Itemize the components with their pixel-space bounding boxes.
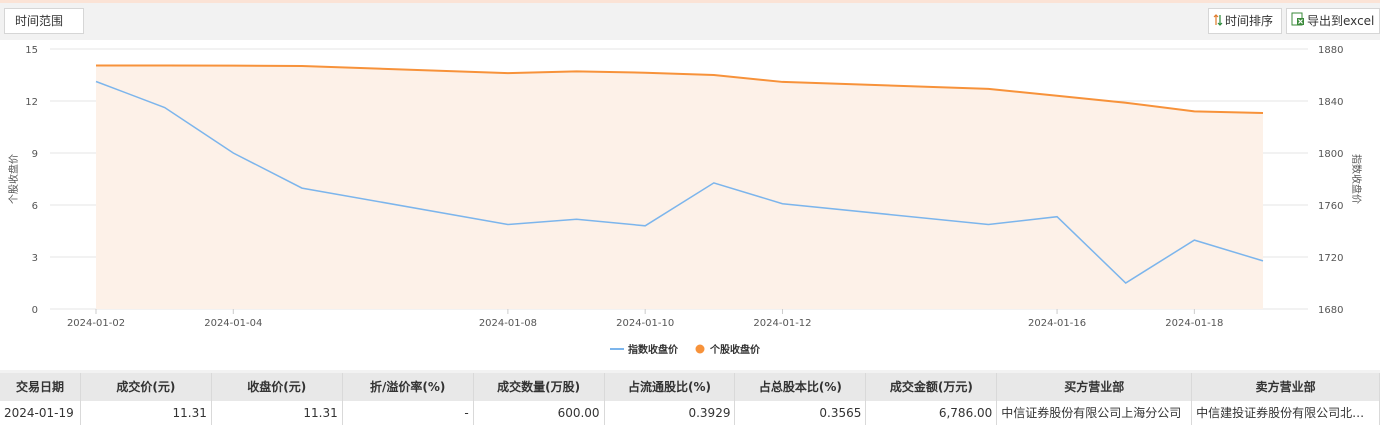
left-tick-label: 3 (32, 253, 38, 264)
table-cell: 2024-01-19 (0, 401, 81, 425)
right-tick-label: 1800 (1318, 149, 1343, 160)
column-header: 成交数量(万股) (474, 373, 605, 401)
excel-icon (1291, 10, 1305, 34)
left-tick-label: 15 (25, 45, 38, 56)
time-sort-label: 时间排序 (1225, 14, 1274, 28)
column-header: 占流通股比(%) (605, 373, 736, 401)
stock-close-line (96, 64, 1264, 114)
left-tick-label: 6 (32, 201, 38, 212)
x-tick-label: 2024-01-10 (616, 318, 674, 329)
column-header: 成交金额(万元) (866, 373, 998, 401)
right-tick-label: 1720 (1318, 253, 1343, 264)
table-cell: 11.31 (212, 401, 343, 425)
table-cell: 0.3929 (605, 401, 736, 425)
legend-stock-label[interactable]: 个股收盘价 (709, 343, 761, 356)
sort-icon (1213, 10, 1223, 34)
right-tick-label: 1880 (1318, 45, 1343, 56)
right-tick-label: 1680 (1318, 305, 1343, 316)
table-cell: 600.00 (474, 401, 605, 425)
x-tick-label: 2024-01-12 (753, 318, 811, 329)
column-header: 买方营业部 (997, 373, 1193, 401)
table-cell: - (343, 401, 474, 425)
legend-stock-marker (695, 344, 705, 354)
column-header: 交易日期 (0, 373, 81, 401)
left-tick-label: 0 (32, 305, 38, 316)
table-cell: 0.3565 (735, 401, 867, 425)
table-cell: 11.31 (81, 401, 212, 425)
time-sort-button[interactable]: 时间排序 (1208, 8, 1282, 34)
x-tick-label: 2024-01-08 (479, 318, 537, 329)
table-header-row: 交易日期 成交价(元) 收盘价(元) 折/溢价率(%) 成交数量(万股) 占流通股比(%)… (0, 373, 1380, 401)
top-accent-line (0, 0, 1380, 3)
left-axis-title: 个股收盘价 (7, 154, 20, 204)
index-close-line (95, 80, 1264, 284)
column-header: 成交价(元) (81, 373, 212, 401)
left-tick-label: 12 (25, 97, 38, 108)
table-cell: 中信建投证券股份有限公司北京... (1192, 401, 1380, 425)
right-tick-label: 1840 (1318, 97, 1343, 108)
stock-area-fill (96, 65, 1263, 309)
right-tick-label: 1760 (1318, 201, 1343, 212)
table-row[interactable]: 2024-01-19 11.31 11.31-600.00 0.3929 0.3565 6… (0, 401, 1380, 425)
right-axis-title: 指数收盘价 (1350, 154, 1363, 204)
column-header: 收盘价(元) (212, 373, 343, 401)
export-excel-label: 导出到excel (1307, 14, 1375, 28)
x-tick-label: 2024-01-18 (1165, 318, 1223, 329)
column-header: 卖方营业部 (1192, 373, 1380, 401)
column-header: 折/溢价率(%) (343, 373, 474, 401)
legend-index-label[interactable]: 指数收盘价 (628, 343, 679, 356)
x-tick-label: 2024-01-16 (1028, 318, 1086, 329)
column-header: 占总股本比(%) (735, 373, 867, 401)
x-tick-label: 2024-01-02 (67, 318, 125, 329)
x-tick-label: 2024-01-04 (204, 318, 262, 329)
export-excel-button[interactable]: 导出到excel (1286, 8, 1380, 34)
time-range-button[interactable]: 时间范围 (4, 8, 84, 34)
chart-panel: 15 12 9 6 3 0 1880 1840 1800 1760 1720 1680 个股收盘价 指数收… (0, 40, 1380, 370)
left-tick-label: 9 (32, 149, 38, 160)
table-cell: 中信证券股份有限公司上海分公司 (997, 401, 1193, 425)
table-cell: 6,786.00 (866, 401, 998, 425)
block-trade-table: 交易日期 成交价(元) 收盘价(元) 折/溢价率(%) 成交数量(万股) 占流通股比(%)… (0, 373, 1380, 425)
